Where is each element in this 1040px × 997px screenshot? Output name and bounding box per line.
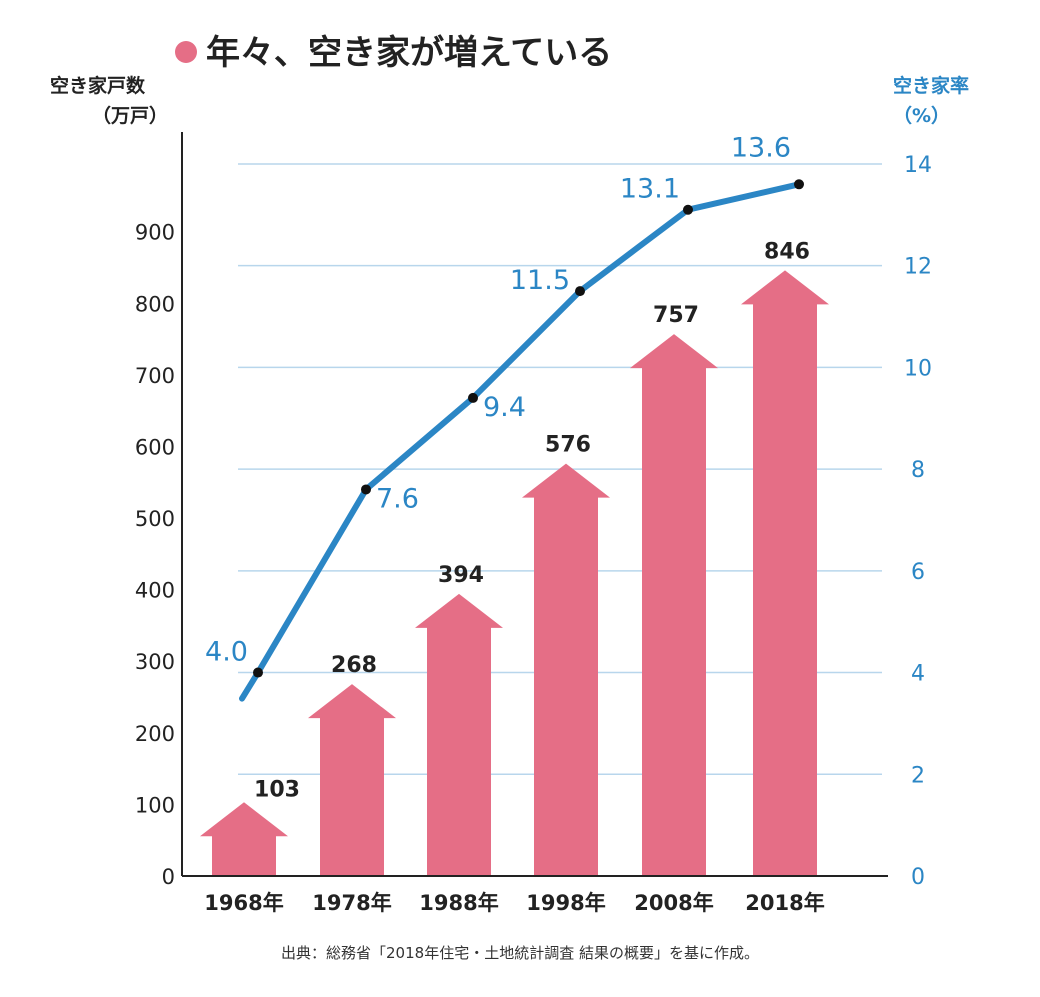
rate-value-label: 11.5 xyxy=(510,265,570,296)
x-tick-label: 1988年 xyxy=(419,891,498,915)
bar-value-label: 757 xyxy=(653,303,699,328)
left-tick-label: 300 xyxy=(135,650,175,674)
rate-point xyxy=(794,179,804,190)
rate-value-label: 13.6 xyxy=(731,132,791,163)
bars-layer xyxy=(200,270,829,876)
right-tick-label: 12 xyxy=(904,255,932,280)
bar-arrow xyxy=(308,684,396,876)
right-tick-label: 10 xyxy=(904,356,932,381)
left-tick-label: 600 xyxy=(135,435,175,459)
right-axis-title-line1: 空き家率 xyxy=(893,74,969,97)
x-tick-label: 2018年 xyxy=(745,891,824,915)
labels-layer: 103 268 394 576 757 846 4.0 7.6 9.4 11.5 13.1 13.6 xyxy=(205,132,810,802)
rate-value-label: 9.4 xyxy=(483,392,526,423)
left-tick-label: 100 xyxy=(135,793,175,817)
bar-value-label: 846 xyxy=(764,239,810,264)
source-note: 出典：総務省「2018年住宅・土地統計調査 結果の概要」を基に作成。 xyxy=(281,944,759,962)
bar-arrow xyxy=(741,270,829,876)
rate-point xyxy=(253,667,263,678)
right-tick-label: 0 xyxy=(911,865,925,890)
x-tick-label: 2008年 xyxy=(634,891,713,915)
rate-line xyxy=(239,181,802,702)
x-tick-label: 1968年 xyxy=(204,891,283,915)
rate-value-label: 7.6 xyxy=(376,483,419,514)
rate-point xyxy=(361,484,371,495)
bar-value-label: 394 xyxy=(438,563,484,588)
rate-value-label: 4.0 xyxy=(205,637,248,668)
left-tick-label: 900 xyxy=(135,221,175,245)
left-axis-title-line2: （万戸） xyxy=(92,104,168,127)
bar-value-label: 268 xyxy=(331,653,377,678)
left-tick-label: 700 xyxy=(135,364,175,388)
left-tick-label: 0 xyxy=(162,865,175,889)
rate-point xyxy=(683,204,693,215)
bar-arrow xyxy=(630,334,718,876)
bar-value-label: 576 xyxy=(545,433,591,458)
bar-arrow xyxy=(200,802,288,876)
title-bullet-icon xyxy=(175,41,197,63)
left-axis-title-line1: 空き家戸数 xyxy=(50,74,146,97)
right-tick-label: 4 xyxy=(911,662,925,687)
rate-point xyxy=(575,286,585,297)
x-tick-label: 1978年 xyxy=(312,891,391,915)
axes-layer: 0 100 200 300 400 500 600 700 800 900 0 2 4 6 8 10 12 14 1… xyxy=(135,132,932,915)
bar-arrow xyxy=(415,593,503,876)
x-tick-label: 1998年 xyxy=(526,891,605,915)
right-tick-label: 6 xyxy=(911,560,925,585)
left-tick-label: 200 xyxy=(135,722,175,746)
right-axis-title-line2: （%） xyxy=(893,104,950,127)
rate-value-label: 13.1 xyxy=(620,174,680,205)
line-layer xyxy=(239,179,804,702)
right-tick-label: 8 xyxy=(911,458,925,483)
left-tick-label: 500 xyxy=(135,507,175,531)
right-tick-label: 2 xyxy=(911,763,925,788)
chart-title: 年々、空き家が増えている xyxy=(206,33,612,73)
left-tick-label: 400 xyxy=(135,579,175,603)
right-tick-label: 14 xyxy=(904,153,932,178)
left-tick-label: 800 xyxy=(135,292,175,316)
bar-value-label: 103 xyxy=(254,777,300,802)
rate-point xyxy=(468,392,478,403)
bar-arrow xyxy=(522,463,610,876)
